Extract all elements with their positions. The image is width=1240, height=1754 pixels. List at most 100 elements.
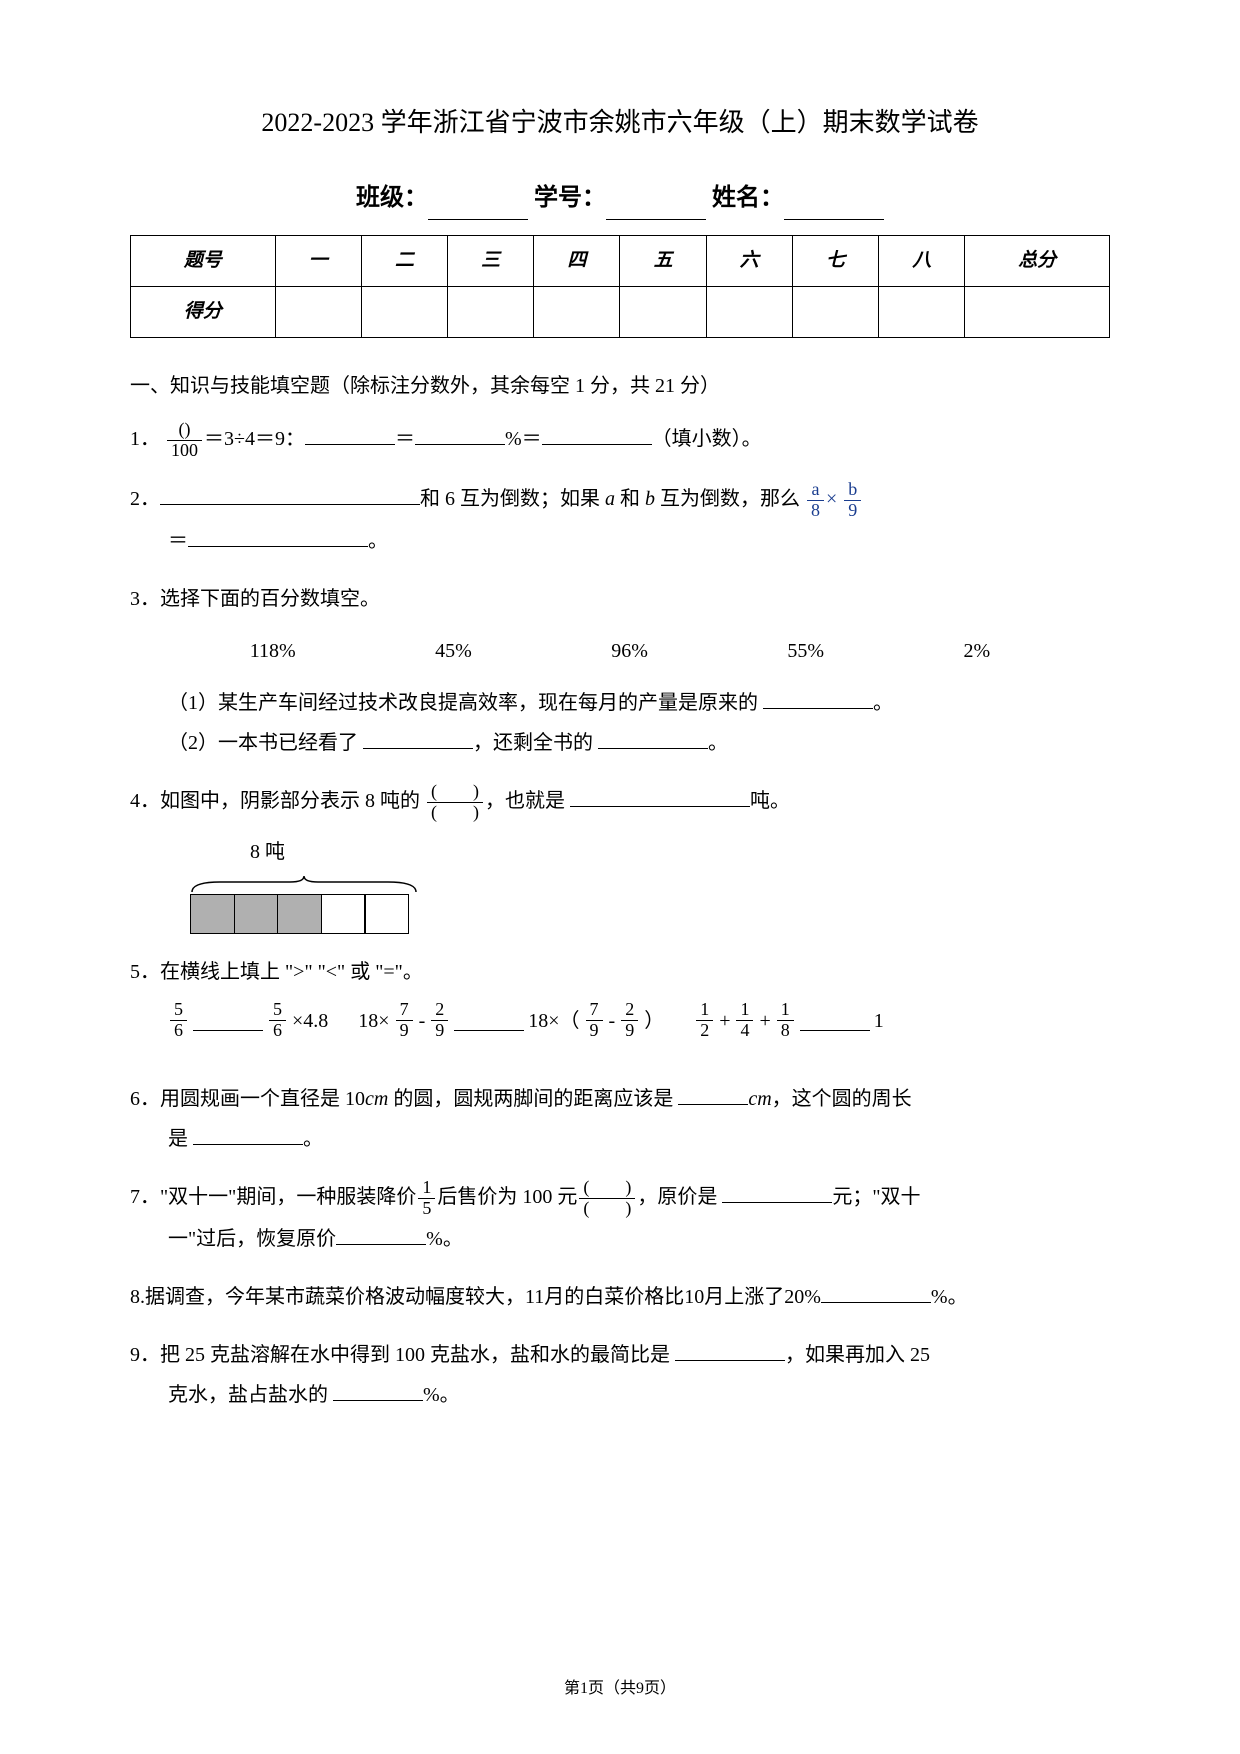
q5-row: 56 56×4.8 18×79 - 29 18×（79 - 29） 12+14+…: [130, 1000, 1110, 1041]
table-header: 八: [879, 235, 965, 286]
q6-cm2: cm: [748, 1088, 771, 1110]
name-blank: [784, 196, 884, 220]
q2-text-d: ＝: [168, 530, 188, 552]
q3-prefix: 3．: [130, 588, 160, 610]
blank: [570, 787, 750, 807]
frac: 18: [777, 1000, 794, 1041]
q6-text-b: 的圆，圆规两脚间的距离应该是: [388, 1088, 678, 1110]
frac-num: 1: [696, 1000, 713, 1021]
frac-num: 7: [586, 1000, 603, 1021]
q2-text-a: 和 6 互为倒数；如果: [420, 488, 605, 510]
q6-text-c: ，这个圆的周长: [772, 1088, 912, 1110]
page-footer: 第1页（共9页）: [0, 1675, 1240, 1704]
question-1: 1． () 100 ＝3÷4＝9：＝%＝（填小数）。: [130, 419, 1110, 461]
frac-den: 2: [696, 1021, 713, 1041]
q7-frac-blank: [579, 1178, 635, 1219]
frac-den: 9: [396, 1021, 413, 1041]
q1-text-a: ＝3÷4＝9：: [204, 428, 305, 450]
q3-text: 选择下面的百分数填空。: [160, 588, 380, 610]
blank: [678, 1085, 748, 1105]
question-4: 4．如图中，阴影部分表示 8 吨的 ，也就是 吨。 8 吨: [130, 781, 1110, 935]
frac-num: 2: [621, 1000, 638, 1021]
question-6: 6．用圆规画一个直径是 10cm 的圆，圆规两脚间的距离应该是 cm，这个圆的周…: [130, 1079, 1110, 1159]
frac: 79: [396, 1000, 413, 1041]
blank: [336, 1225, 426, 1245]
blank: [542, 425, 652, 445]
blank: [598, 729, 708, 749]
box-shaded: [234, 894, 279, 934]
q9-text-c: 克水，盐占盐水的: [168, 1384, 333, 1406]
q3-option: 2%: [964, 631, 991, 671]
q2-frac1: a 8: [807, 480, 824, 521]
frac-den: 6: [269, 1021, 286, 1041]
frac-num: 1: [736, 1000, 753, 1021]
q3-option: 45%: [435, 631, 472, 671]
q4-prefix: 4．: [130, 790, 160, 812]
q2-prefix: 2．: [130, 488, 160, 510]
q7-text-f: %。: [426, 1228, 463, 1250]
q7-text-c: ，原价是: [637, 1186, 722, 1208]
score-table-header-row: 题号 一 二 三 四 五 六 七 八 总分: [131, 235, 1110, 286]
q1-text-b: ＝: [395, 428, 415, 450]
q6-cm1: cm: [365, 1088, 388, 1110]
q5-left-prefix: 18×: [358, 1001, 389, 1041]
table-header: 七: [792, 235, 878, 286]
q5-item-3: 12+14+18 1: [694, 1000, 884, 1041]
frac-den: 6: [170, 1021, 187, 1041]
blank: [193, 1125, 303, 1145]
q5-right-mid: -: [609, 1001, 616, 1041]
table-header: 二: [361, 235, 447, 286]
frac: 79: [586, 1000, 603, 1041]
class-blank: [428, 196, 528, 220]
frac-den: 9: [586, 1021, 603, 1041]
blank: [333, 1381, 423, 1401]
q5-right: 1: [874, 1001, 884, 1041]
q4-text-b: ，也就是: [485, 790, 570, 812]
blank: [763, 689, 873, 709]
q3-sub1: （1）某生产车间经过技术改良提高效率，现在每月的产量是原来的 。: [130, 683, 1110, 723]
plus: +: [719, 1001, 730, 1041]
score-cell: [275, 287, 361, 338]
q5-right-prefix: 18×（: [528, 1001, 579, 1041]
frac-num: 1: [418, 1178, 435, 1199]
frac-num: 5: [269, 1000, 286, 1021]
student-info-line: 班级： 学号： 姓名：: [130, 177, 1110, 220]
q9-text-a: 把 25 克盐溶解在水中得到 100 克盐水，盐和水的最简比是: [160, 1344, 675, 1366]
box-shaded: [277, 894, 322, 934]
q2-b: b: [645, 488, 655, 510]
frac-den: 8: [777, 1021, 794, 1041]
blank: [454, 1011, 524, 1031]
q8-text-b: %。: [931, 1286, 968, 1308]
frac: 29: [621, 1000, 638, 1041]
q3-option: 55%: [787, 631, 824, 671]
class-label: 班级：: [356, 185, 428, 211]
frac-den-blank: [579, 1199, 635, 1219]
id-label: 学号：: [534, 185, 606, 211]
q8-prefix: 8.: [130, 1286, 145, 1308]
score-table-score-row: 得分: [131, 287, 1110, 338]
q7-text-b: 后售价为 100 元: [437, 1186, 577, 1208]
blank: [800, 1011, 870, 1031]
score-table: 题号 一 二 三 四 五 六 七 八 总分 得分: [130, 235, 1110, 338]
q5-right-suffix: ）: [644, 1001, 664, 1041]
score-cell: [534, 287, 620, 338]
q2-text-e: 。: [368, 530, 388, 552]
blank: [363, 729, 473, 749]
q3-sub2-text-c: 。: [708, 732, 728, 754]
q9-prefix: 9．: [130, 1344, 160, 1366]
q1-text-d: （填小数）。: [652, 428, 762, 450]
frac-num: 1: [777, 1000, 794, 1021]
frac-den: 100: [167, 441, 202, 461]
blank: [188, 527, 368, 547]
q5-mid: -: [419, 1001, 426, 1041]
score-cell: [792, 287, 878, 338]
frac-num: 7: [396, 1000, 413, 1021]
frac-den: 9: [844, 501, 861, 521]
name-label: 姓名：: [712, 185, 784, 211]
q5-item-1: 56 56×4.8: [168, 1000, 328, 1041]
q9-text-b: ，如果再加入 25: [785, 1344, 930, 1366]
frac-den: 8: [807, 501, 824, 521]
q1-fraction: () 100: [167, 420, 202, 461]
q3-sub2-text-a: 一本书已经看了: [218, 732, 363, 754]
score-cell: [706, 287, 792, 338]
